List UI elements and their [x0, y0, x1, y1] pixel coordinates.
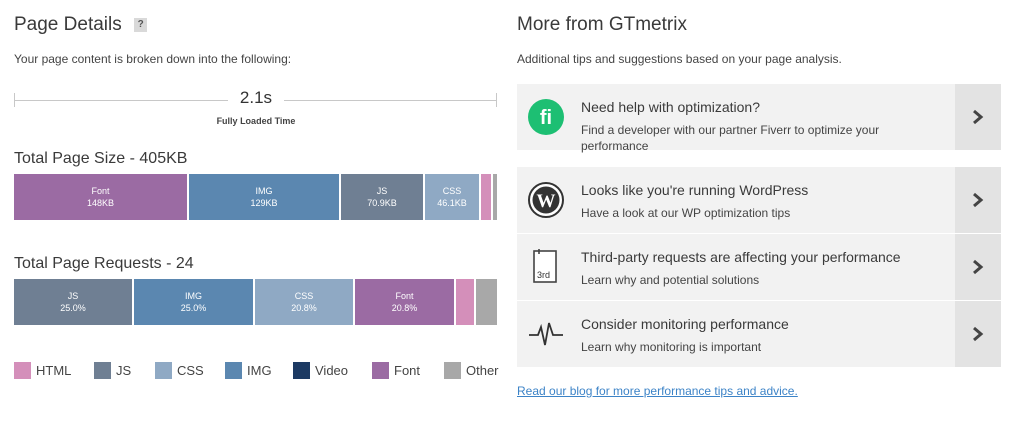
legend-label: Other: [466, 363, 499, 378]
fully-loaded-value: 2.1s: [239, 88, 273, 107]
svg-text:fi: fi: [540, 107, 552, 129]
legend-label: HTML: [36, 363, 72, 378]
chevron-right-icon[interactable]: [955, 301, 1001, 367]
page-details-header: Page Details ?: [14, 14, 148, 36]
size-bar-font: Font 148KB: [14, 174, 189, 220]
legend-img: IMG: [225, 362, 293, 379]
card-monitoring[interactable]: Consider monitoring performance Learn wh…: [517, 301, 1001, 367]
card-third-party[interactable]: 3rd Third-party requests are affecting y…: [517, 234, 1001, 300]
card-title: Looks like you're running WordPress: [581, 182, 809, 198]
size-bar-other: [493, 174, 497, 220]
legend-label: IMG: [247, 363, 272, 378]
card-title: Need help with optimization?: [581, 99, 760, 115]
card-description: Have a look at our WP optimization tips: [581, 206, 791, 220]
request-bar-font: Font 20.8%: [355, 279, 456, 325]
card-fiverr[interactable]: fi Need help with optimization? Find a d…: [517, 84, 1001, 153]
card-title: Third-party requests are affecting your …: [581, 249, 901, 265]
svg-text:W: W: [537, 191, 556, 212]
total-page-requests-title: Total Page Requests - 24: [14, 255, 194, 272]
legend-label: Font: [394, 363, 421, 378]
blog-link[interactable]: Read our blog for more performance tips …: [517, 384, 798, 398]
legend-swatch: [225, 362, 242, 379]
legend-font: Font: [372, 362, 444, 379]
legend-swatch: [293, 362, 310, 379]
fully-loaded-label: Fully Loaded Time: [216, 116, 296, 126]
legend-js: JS: [94, 362, 155, 379]
page-size-bar: Font 148KB IMG 129KB JS 70.9KB CSS 46.1KB: [14, 174, 497, 220]
help-icon[interactable]: ?: [134, 18, 148, 32]
request-bar-css: CSS 20.8%: [255, 279, 355, 325]
card-description: Learn why monitoring is important: [581, 340, 762, 354]
fiverr-icon: fi: [527, 98, 565, 136]
page-requests-bar: JS 25.0% IMG 25.0% CSS 20.8% Font 20.8%: [14, 279, 497, 325]
size-bar-img: IMG 129KB: [189, 174, 341, 220]
more-from-gtmetrix-title: More from GTmetrix: [517, 14, 687, 35]
card-description: Learn why and potential solutions: [581, 273, 760, 287]
third-party-icon-label: 3rd: [537, 270, 551, 280]
legend-video: Video: [293, 362, 372, 379]
wordpress-icon: W: [527, 181, 565, 219]
content-type-legend: HTML JS CSS IMG Video Font Other: [14, 362, 506, 379]
legend-swatch: [444, 362, 461, 379]
legend-label: Video: [315, 363, 349, 378]
legend-swatch: [14, 362, 31, 379]
size-bar-html: [481, 174, 493, 220]
chevron-right-icon[interactable]: [955, 167, 1001, 233]
total-page-size-title: Total Page Size - 405KB: [14, 150, 188, 167]
card-title: Consider monitoring performance: [581, 316, 789, 332]
request-bar-html: [456, 279, 476, 325]
size-bar-css: CSS 46.1KB: [425, 174, 481, 220]
chevron-right-icon[interactable]: [955, 234, 1001, 300]
page-details-title: Page Details: [14, 14, 122, 35]
heartbeat-icon: [527, 315, 565, 353]
legend-html: HTML: [14, 362, 94, 379]
chevron-right-icon[interactable]: [955, 84, 1001, 150]
legend-swatch: [94, 362, 111, 379]
legend-label: CSS: [177, 363, 204, 378]
request-bar-js: JS 25.0%: [14, 279, 134, 325]
legend-other: Other: [444, 362, 506, 379]
card-wordpress[interactable]: W Looks like you're running WordPress Ha…: [517, 167, 1001, 233]
size-bar-js: JS 70.9KB: [341, 174, 425, 220]
third-party-icon: 3rd: [527, 248, 565, 286]
request-bar-other: [476, 279, 497, 325]
legend-swatch: [372, 362, 389, 379]
legend-css: CSS: [155, 362, 225, 379]
more-subtitle: Additional tips and suggestions based on…: [517, 52, 842, 66]
card-description: Find a developer with our partner Fiverr…: [581, 123, 880, 153]
legend-label: JS: [116, 363, 132, 378]
page-details-subtitle: Your page content is broken down into th…: [14, 52, 292, 66]
request-bar-img: IMG 25.0%: [134, 279, 255, 325]
legend-swatch: [155, 362, 172, 379]
